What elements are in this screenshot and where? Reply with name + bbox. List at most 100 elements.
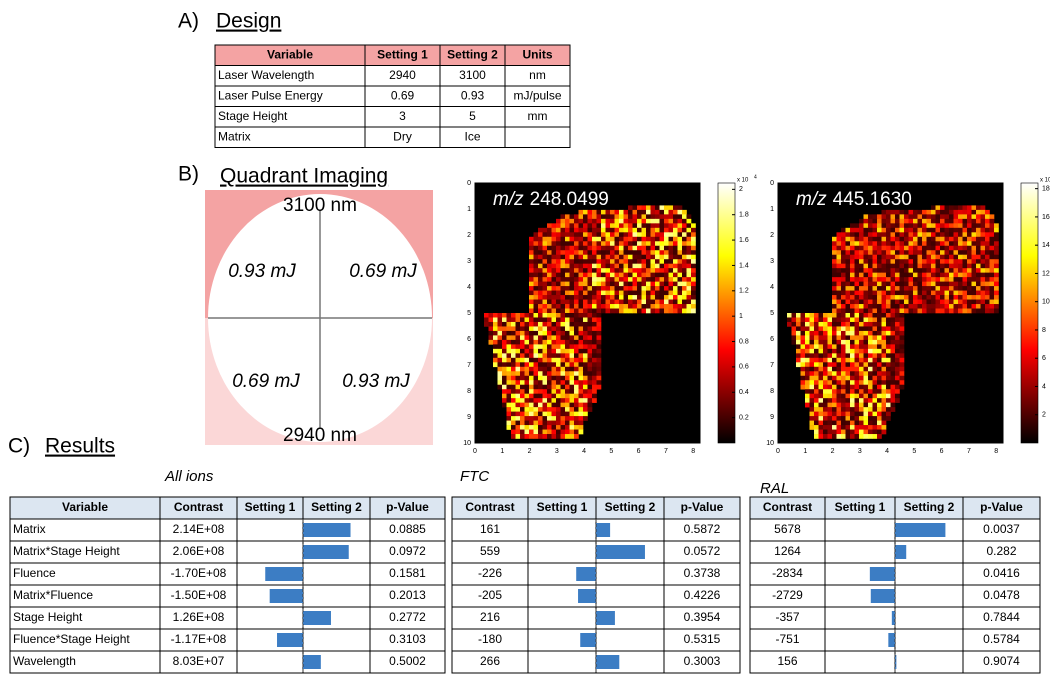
pixel [552, 277, 557, 282]
y-tick-label: 4 [467, 284, 471, 291]
pixel [931, 295, 936, 300]
pixel [565, 304, 570, 309]
pixel [565, 264, 570, 269]
pixel [828, 398, 833, 403]
pixel [565, 326, 570, 331]
cell-text: mJ/pulse [513, 88, 561, 102]
pixel [574, 241, 579, 246]
pixel [837, 259, 842, 264]
pixel [547, 277, 552, 282]
pixel [547, 367, 552, 372]
pixel [615, 237, 620, 242]
pixel [673, 259, 678, 264]
pixel [592, 300, 597, 305]
pixel [556, 434, 561, 439]
pixel [651, 277, 656, 282]
pixel [529, 376, 534, 381]
pixel [841, 425, 846, 430]
pixel [958, 277, 963, 282]
pixel [597, 214, 602, 219]
pixel [846, 398, 851, 403]
pixel [864, 246, 869, 251]
pixel [877, 367, 882, 372]
pixel [574, 353, 579, 358]
pixel [574, 268, 579, 273]
pixel [945, 259, 950, 264]
pixel [886, 322, 891, 327]
pixel [963, 268, 968, 273]
pixel [945, 228, 950, 233]
pixel [628, 237, 633, 242]
pixel [507, 326, 512, 331]
pixel [606, 228, 611, 233]
pixel [972, 241, 977, 246]
cell-text: Matrix [218, 129, 251, 143]
pixel [886, 255, 891, 260]
pixel [922, 219, 927, 224]
pixel [592, 353, 597, 358]
pixel [691, 264, 696, 269]
pixel [814, 376, 819, 381]
pixel [579, 340, 584, 345]
pixel [547, 434, 552, 439]
cell-text: 559 [480, 544, 500, 558]
pixel [895, 367, 900, 372]
pixel [610, 268, 615, 273]
pixel [570, 331, 575, 336]
pixel [846, 304, 851, 309]
pixel [913, 246, 918, 251]
pixel [864, 349, 869, 354]
pixel [507, 353, 512, 358]
pixel [940, 295, 945, 300]
y-tick-label: 0 [770, 180, 774, 187]
cell-text: 0.282 [986, 544, 1016, 558]
mz-value: 248.0499 [530, 189, 609, 210]
pixel [891, 398, 896, 403]
pixel [850, 259, 855, 264]
pixel [642, 309, 647, 314]
pixel [588, 335, 593, 340]
pixel [873, 412, 878, 417]
pixel [823, 412, 828, 417]
pixel [673, 264, 678, 269]
pixel [570, 273, 575, 278]
pixel [660, 214, 665, 219]
pixel [994, 228, 999, 233]
pixel [868, 277, 873, 282]
pixel [891, 264, 896, 269]
pixel [990, 223, 995, 228]
pixel [525, 380, 530, 385]
pixel [570, 425, 575, 430]
pixel [511, 344, 516, 349]
pixel [556, 309, 561, 314]
pixel [873, 273, 878, 278]
x-tick-label: 1 [500, 448, 504, 455]
pixel [805, 376, 810, 381]
pixel [850, 371, 855, 376]
pixel [954, 259, 959, 264]
pixel [846, 430, 851, 435]
pixel [837, 309, 842, 314]
pixel [520, 434, 525, 439]
pixel [841, 371, 846, 376]
pixel [855, 425, 860, 430]
pixel [931, 205, 936, 210]
pixel [832, 255, 837, 260]
pixel [615, 300, 620, 305]
pixel [624, 223, 629, 228]
pixel [805, 367, 810, 372]
pixel [792, 340, 797, 345]
contrast-bar [580, 633, 596, 647]
pixel [651, 237, 656, 242]
top-label: 3100 nm [283, 195, 357, 216]
pixel [552, 241, 557, 246]
pixel [651, 291, 656, 296]
pixel [832, 237, 837, 242]
pixel [886, 264, 891, 269]
pixel [891, 304, 896, 309]
pixel [909, 268, 914, 273]
pixel [891, 246, 896, 251]
pixel [819, 344, 824, 349]
pixel [588, 317, 593, 322]
pixel [855, 340, 860, 345]
